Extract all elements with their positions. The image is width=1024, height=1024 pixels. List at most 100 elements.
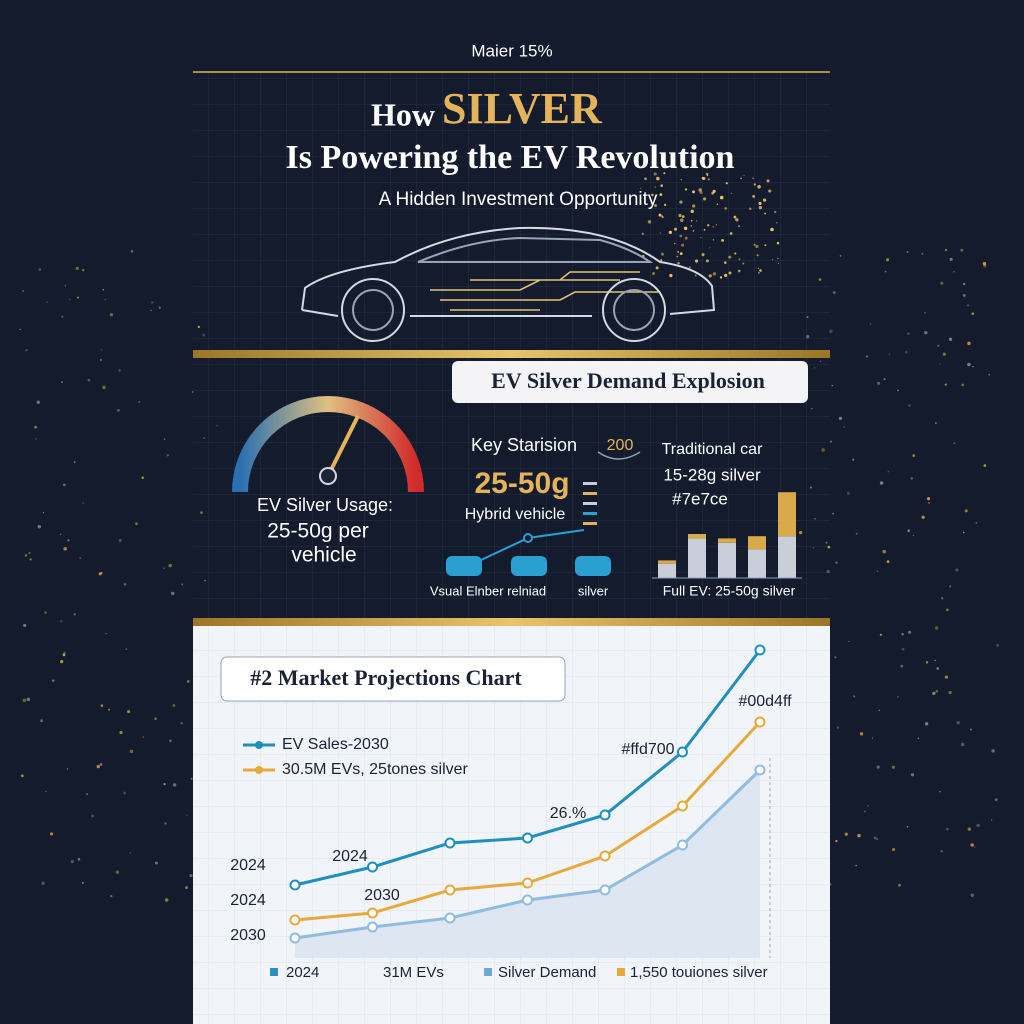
sparkle	[753, 183, 756, 186]
sparkle	[23, 623, 27, 627]
sparkle	[653, 172, 657, 176]
sparkle	[906, 825, 909, 828]
sparkle	[202, 333, 206, 337]
sparkle	[729, 232, 733, 235]
traditional-value: 15-28g silver	[663, 465, 761, 484]
sparkle	[660, 259, 663, 262]
cars-caption: Vsual Elnber relniad	[430, 583, 546, 598]
sparkle	[859, 732, 864, 736]
subtitle: A Hidden Investment Opportunity	[379, 189, 658, 210]
car-illustration	[301, 226, 716, 342]
point	[677, 800, 688, 812]
sparkle	[945, 608, 949, 612]
sparkle	[64, 285, 67, 287]
sparkle	[127, 710, 131, 714]
sparkle	[698, 188, 702, 192]
sparkle	[887, 470, 890, 473]
badge-arc	[597, 451, 641, 460]
sparkle	[676, 255, 679, 258]
point	[522, 877, 533, 889]
sparkle	[130, 250, 134, 253]
sparkle	[740, 177, 742, 179]
point	[289, 879, 301, 891]
sparkle	[776, 241, 780, 245]
sparkle	[879, 633, 882, 636]
sparkle	[921, 515, 925, 519]
sparkle	[690, 209, 694, 214]
sparkle	[756, 254, 759, 257]
sparkle	[163, 783, 166, 786]
sparkle	[656, 176, 660, 181]
sparkle	[898, 883, 901, 887]
sparkle	[927, 502, 930, 505]
sparkle	[852, 458, 855, 461]
sparkle	[709, 247, 711, 249]
legend-square	[484, 968, 492, 976]
sparkle	[829, 329, 833, 334]
sparkle	[942, 352, 947, 356]
sparkle	[758, 201, 762, 205]
sparkle	[730, 192, 733, 195]
sparkle	[906, 251, 909, 254]
sparkle	[163, 438, 166, 440]
bottom-legend-label: 2024	[286, 964, 319, 981]
sparkle	[773, 210, 777, 214]
sparkle	[733, 215, 737, 219]
sparkle	[821, 448, 825, 452]
sparkle	[764, 212, 767, 215]
sparkle	[939, 363, 941, 365]
sparkle	[712, 239, 715, 241]
sparkle	[79, 557, 82, 559]
sparkle	[38, 268, 42, 271]
sparkle	[658, 213, 662, 217]
sparkle	[988, 374, 990, 376]
sparkle	[962, 293, 966, 297]
point	[367, 861, 378, 873]
side-label: 2024	[230, 857, 266, 874]
sparkle	[925, 661, 929, 664]
sparkle	[982, 261, 987, 266]
sparkle	[180, 722, 183, 725]
sparkle	[66, 768, 69, 770]
gold-bar	[193, 350, 830, 358]
gauge-needle	[326, 415, 360, 477]
point	[677, 839, 688, 851]
point	[444, 837, 456, 849]
sparkle	[702, 176, 706, 181]
sparkle	[941, 597, 944, 600]
sparkle	[839, 254, 842, 257]
sparkle	[855, 864, 857, 867]
sparkle	[948, 337, 953, 341]
sparkle	[141, 476, 144, 479]
sparkle	[706, 174, 709, 177]
sparkle	[674, 227, 677, 231]
sparkle	[772, 259, 774, 261]
sparkle	[836, 726, 840, 729]
sparkle	[692, 204, 696, 208]
bottom-legend-label: 31M EVs	[383, 964, 444, 981]
sparkle	[641, 232, 644, 235]
sparkle	[949, 257, 953, 261]
sparkle	[876, 570, 879, 573]
sparkle	[753, 243, 756, 246]
sparkle	[109, 313, 114, 317]
gauge-label: vehicle	[291, 544, 356, 567]
grid-background	[193, 72, 830, 622]
hybrid-label: Hybrid vehicle	[465, 506, 566, 523]
sparkle	[935, 422, 937, 424]
sparkle	[24, 554, 28, 557]
sparkle	[150, 309, 152, 312]
sparkle	[164, 822, 167, 825]
sparkle	[873, 836, 877, 840]
sparkle	[826, 569, 830, 574]
bar-segment	[688, 538, 706, 578]
sparkle	[684, 236, 688, 240]
sparkle	[917, 737, 920, 739]
sparkle	[51, 679, 55, 682]
gauge-label: 25-50g per	[267, 520, 369, 543]
sparkle	[882, 549, 887, 554]
sparkle	[87, 378, 91, 382]
sparkle	[659, 193, 663, 196]
sparkle	[944, 383, 947, 386]
sparkle	[679, 252, 683, 256]
